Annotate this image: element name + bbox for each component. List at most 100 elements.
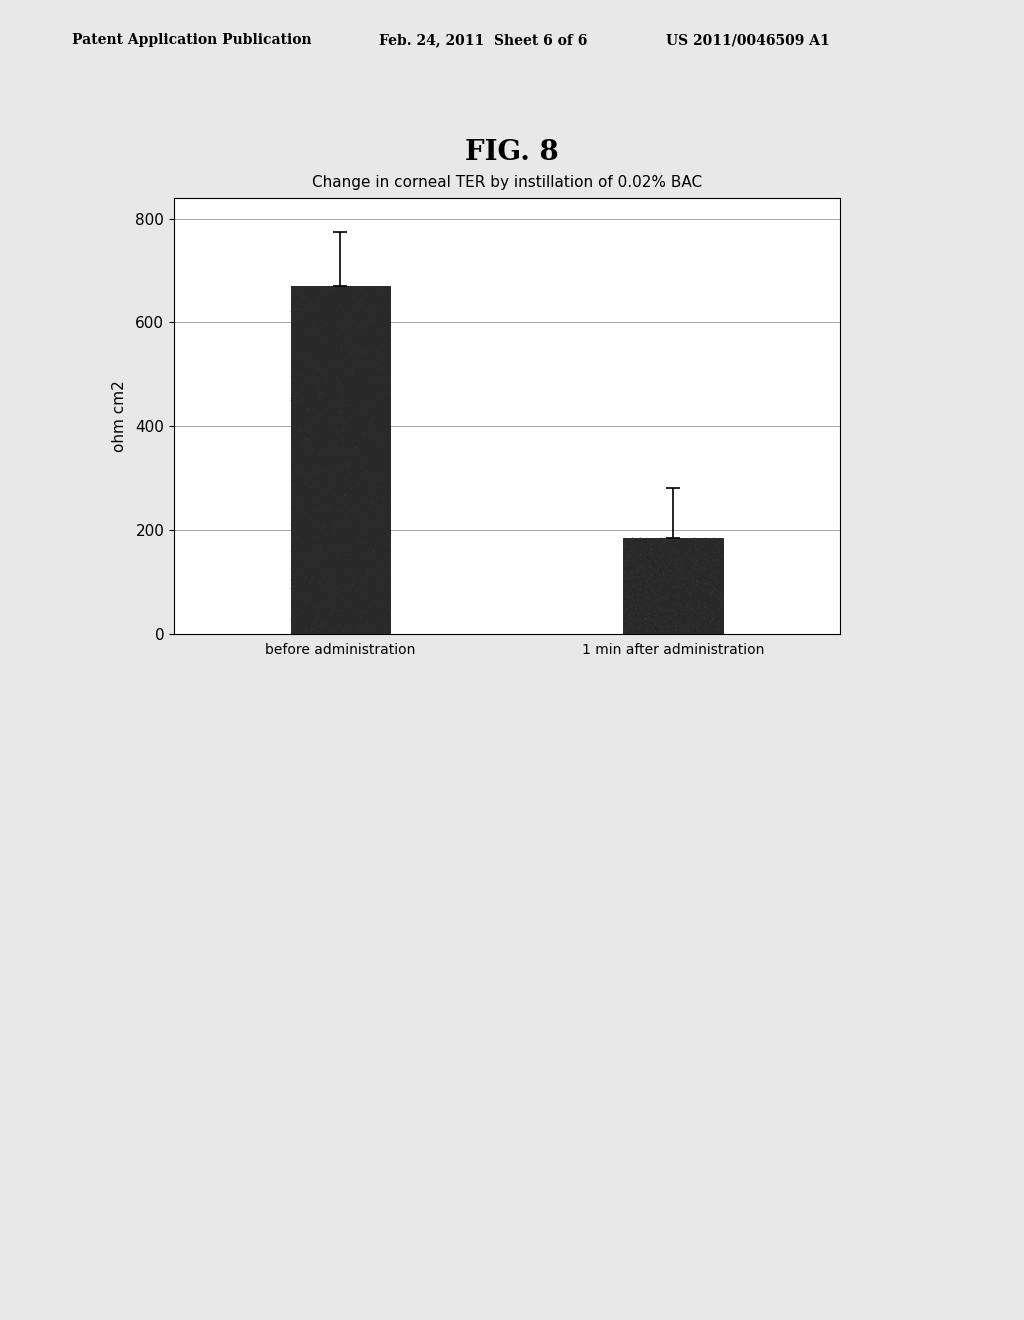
Point bbox=[677, 597, 693, 618]
Point bbox=[307, 355, 324, 376]
Point bbox=[663, 574, 679, 595]
Point bbox=[351, 392, 368, 413]
Point bbox=[671, 606, 687, 627]
Point bbox=[690, 564, 707, 585]
Point bbox=[300, 420, 316, 441]
Point bbox=[639, 598, 655, 619]
Point bbox=[621, 564, 637, 585]
Point bbox=[705, 618, 721, 639]
Point bbox=[343, 434, 359, 455]
Point bbox=[312, 339, 329, 360]
Point bbox=[329, 620, 345, 642]
Point bbox=[647, 576, 664, 597]
Point bbox=[666, 583, 682, 605]
Point bbox=[655, 585, 672, 606]
Point bbox=[333, 302, 349, 323]
Point bbox=[686, 591, 702, 612]
Point bbox=[625, 616, 641, 638]
Point bbox=[681, 615, 697, 636]
Point bbox=[616, 544, 633, 565]
Point bbox=[361, 334, 378, 355]
Point bbox=[687, 528, 703, 549]
Point bbox=[350, 393, 367, 414]
Point bbox=[372, 569, 388, 590]
Point bbox=[313, 387, 330, 408]
Point bbox=[355, 376, 372, 397]
Point bbox=[699, 565, 716, 586]
Point bbox=[645, 541, 662, 562]
Point bbox=[679, 548, 695, 569]
Point bbox=[365, 445, 381, 466]
Point bbox=[632, 587, 648, 609]
Point bbox=[680, 601, 696, 622]
Point bbox=[290, 466, 306, 487]
Point bbox=[710, 549, 726, 570]
Point bbox=[352, 397, 369, 418]
Point bbox=[344, 280, 360, 301]
Point bbox=[656, 554, 673, 576]
Point bbox=[352, 376, 369, 397]
Point bbox=[642, 568, 658, 589]
Point bbox=[352, 393, 369, 414]
Point bbox=[318, 447, 335, 469]
Point bbox=[676, 535, 692, 556]
Point bbox=[681, 589, 697, 610]
Point bbox=[300, 333, 316, 354]
Point bbox=[321, 500, 337, 521]
Point bbox=[283, 558, 299, 579]
Point bbox=[710, 528, 726, 549]
Point bbox=[377, 587, 393, 609]
Point bbox=[714, 602, 730, 623]
Point bbox=[673, 620, 689, 642]
Point bbox=[654, 614, 671, 635]
Point bbox=[702, 605, 719, 626]
Point bbox=[633, 594, 649, 615]
Point bbox=[650, 541, 667, 562]
Point bbox=[352, 606, 369, 627]
Point bbox=[698, 582, 715, 603]
Point bbox=[669, 602, 685, 623]
Point bbox=[660, 618, 677, 639]
Point bbox=[305, 368, 322, 389]
Point bbox=[338, 421, 354, 442]
Point bbox=[636, 614, 652, 635]
Point bbox=[649, 535, 666, 556]
Point bbox=[375, 503, 391, 524]
Point bbox=[345, 360, 361, 381]
Point bbox=[660, 612, 677, 634]
Point bbox=[693, 532, 710, 553]
Point bbox=[635, 561, 651, 582]
Point bbox=[380, 577, 396, 598]
Point bbox=[361, 347, 378, 368]
Point bbox=[362, 315, 379, 337]
Point bbox=[340, 330, 356, 351]
Point bbox=[319, 552, 336, 573]
Point bbox=[700, 605, 717, 626]
Point bbox=[333, 392, 349, 413]
Point bbox=[355, 325, 372, 346]
Point bbox=[359, 305, 376, 326]
Point bbox=[323, 603, 339, 624]
Point bbox=[379, 360, 395, 381]
Point bbox=[309, 499, 326, 520]
Point bbox=[630, 550, 646, 572]
Point bbox=[677, 610, 693, 631]
Point bbox=[682, 576, 698, 597]
Point bbox=[294, 556, 310, 577]
Point bbox=[308, 280, 325, 301]
Point bbox=[623, 622, 639, 643]
Point bbox=[301, 284, 317, 305]
Point bbox=[701, 582, 718, 603]
Point bbox=[636, 528, 652, 549]
Point bbox=[343, 392, 359, 413]
Point bbox=[666, 562, 682, 583]
Point bbox=[332, 337, 348, 358]
Point bbox=[365, 572, 381, 593]
Point bbox=[616, 602, 633, 623]
Point bbox=[686, 597, 702, 618]
Point bbox=[622, 528, 638, 549]
Point bbox=[688, 550, 705, 572]
Point bbox=[638, 581, 654, 602]
Point bbox=[317, 461, 334, 482]
Point bbox=[334, 599, 350, 620]
